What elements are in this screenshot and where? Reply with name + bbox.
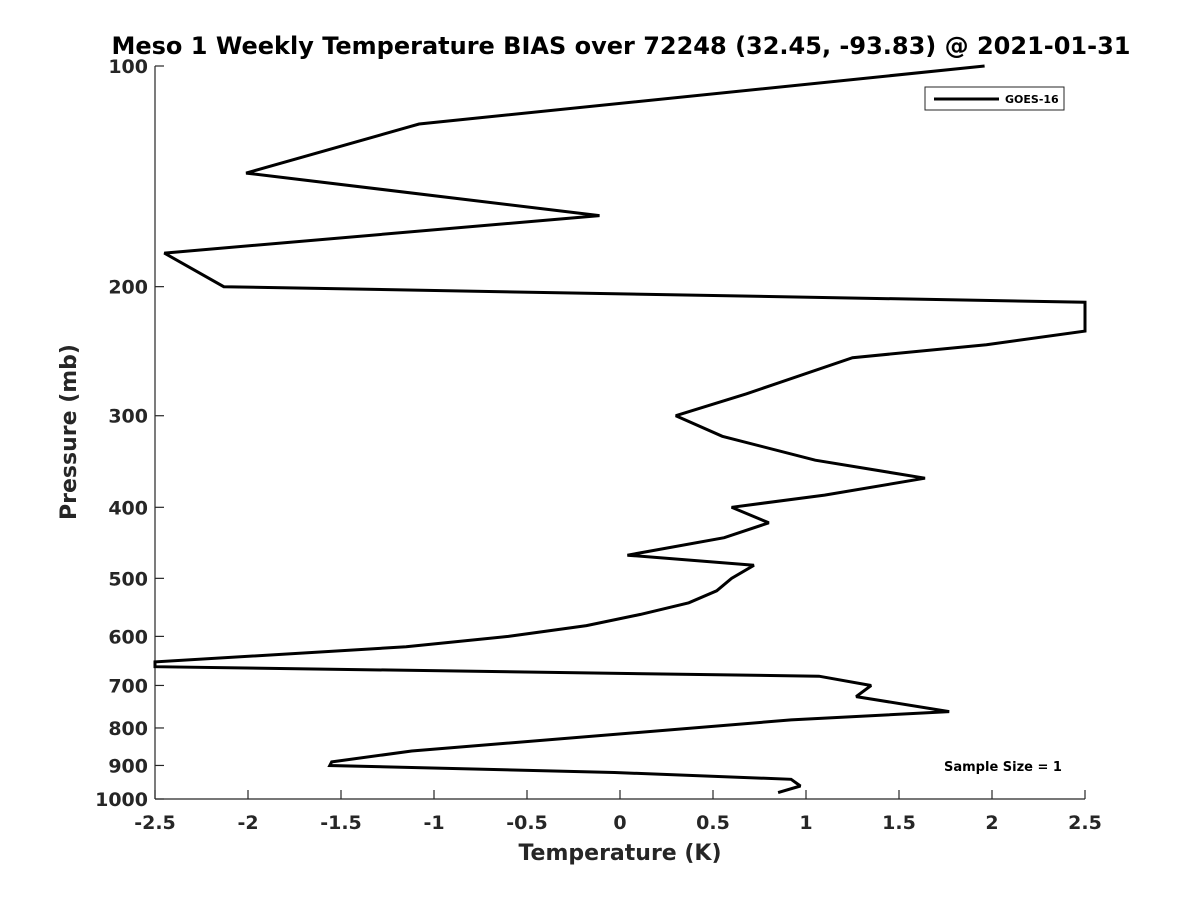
y-tick-label: 100 [108,56,148,78]
y-tick-label: 700 [108,675,148,697]
x-tick-label: -1.5 [320,812,362,834]
series-layer [153,64,1087,795]
y-tick-label: 300 [108,406,148,428]
y-tick-label: 900 [108,755,148,777]
y-tick-label: 600 [108,626,148,648]
y-axis-ticks: 100 200 300 400 500 600 700 800 900 1000 [95,56,164,811]
y-tick-label: 1000 [95,789,148,811]
x-tick-label: 2 [985,812,998,834]
y-tick-label: 200 [108,277,148,299]
x-tick-label: 1.5 [882,812,916,834]
series-line-goes-16 [153,64,1087,795]
x-axis-label: Temperature (K) [518,841,721,866]
x-tick-label: -0.5 [506,812,548,834]
y-tick-label: 400 [108,497,148,519]
legend-entry-goes-16: GOES-16 [1005,93,1059,106]
x-tick-label: -2 [237,812,258,834]
x-tick-label: -2.5 [134,812,176,834]
x-tick-label: -1 [423,812,444,834]
y-tick-label: 500 [108,568,148,590]
x-tick-label: 2.5 [1068,812,1102,834]
x-tick-label: 1 [799,812,812,834]
legend: GOES-16 [924,86,1065,111]
y-tick-label: 800 [108,718,148,740]
sample-size-annotation: Sample Size = 1 [944,760,1062,775]
x-tick-label: 0.5 [696,812,730,834]
chart-title: Meso 1 Weekly Temperature BIAS over 7224… [111,32,1130,60]
plot-area: -2.5 -2 -1.5 -1 -0.5 0 0.5 1 1.5 2 2.5 100 200 300 40… [95,56,1102,834]
y-axis-label: Pressure (mb) [57,344,82,520]
x-axis-ticks: -2.5 -2 -1.5 -1 -0.5 0 0.5 1 1.5 2 2.5 [134,790,1102,834]
x-tick-label: 0 [613,812,626,834]
